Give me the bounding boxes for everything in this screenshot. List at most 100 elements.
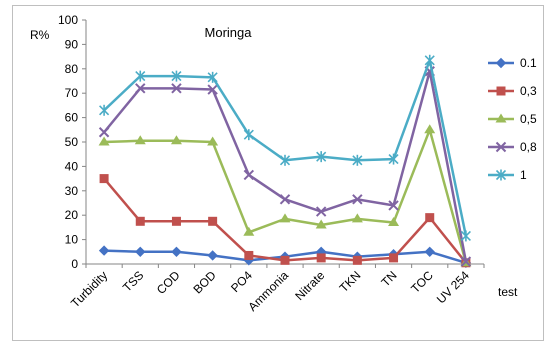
series-line xyxy=(104,128,468,264)
data-point xyxy=(495,169,507,181)
y-tick-label: 40 xyxy=(65,159,79,173)
marker-stroke xyxy=(388,200,399,211)
data-point xyxy=(171,83,182,94)
data-point xyxy=(315,206,327,217)
series-line xyxy=(103,69,468,262)
y-tick-label: 90 xyxy=(65,37,79,51)
data-point xyxy=(170,135,182,145)
marker-stroke xyxy=(352,194,363,205)
data-point xyxy=(279,194,291,205)
legend-item: 0,3 xyxy=(488,84,537,98)
series-1 xyxy=(99,54,471,242)
legend-item: 1 xyxy=(488,168,527,182)
data-point xyxy=(99,104,110,116)
marker-stroke xyxy=(315,206,327,217)
series-line xyxy=(103,59,468,237)
data-point xyxy=(424,246,435,258)
data-point xyxy=(388,200,399,211)
marker-stroke xyxy=(424,66,435,77)
data-point xyxy=(316,253,326,263)
y-tick-label: 0 xyxy=(71,257,78,271)
x-tick-label: TN xyxy=(378,268,399,289)
data-point xyxy=(207,136,219,146)
legend-item: 0,8 xyxy=(488,140,537,154)
data-point xyxy=(135,246,146,258)
data-point xyxy=(243,226,255,236)
chart-title: Moringa xyxy=(205,25,253,40)
data-point xyxy=(352,255,362,265)
x-axis-label: test xyxy=(498,285,518,299)
marker-stroke xyxy=(135,83,146,94)
data-point xyxy=(352,194,363,205)
y-tick-label: 50 xyxy=(65,135,79,149)
data-point xyxy=(207,71,218,83)
data-point xyxy=(315,219,327,229)
legend-item: 0,5 xyxy=(488,112,537,126)
data-point xyxy=(495,57,507,69)
data-point xyxy=(460,230,471,242)
data-point xyxy=(495,113,507,123)
legend-label: 0,5 xyxy=(520,112,537,126)
data-point xyxy=(208,216,218,226)
x-tick-label: Nitrate xyxy=(292,268,327,303)
data-point xyxy=(351,213,363,223)
data-point xyxy=(135,70,146,82)
marker-stroke xyxy=(279,194,291,205)
legend-label: 1 xyxy=(520,168,527,182)
marker-stroke xyxy=(495,141,507,153)
y-tick-label: 80 xyxy=(65,62,79,76)
data-point xyxy=(425,213,435,223)
series-layer xyxy=(98,54,472,268)
legend-label: 0.1 xyxy=(520,56,537,70)
data-point xyxy=(99,174,109,184)
axes: 0 10 20 30 40 50 60 70 80 90 100 Turbidity TSS COD BOD… xyxy=(58,13,485,314)
data-point xyxy=(460,256,472,267)
y-tick-label: 70 xyxy=(65,86,79,100)
data-point xyxy=(424,124,436,134)
legend: 0.1 0,3 0,5 0,8 1 xyxy=(488,56,537,182)
marker-stroke xyxy=(98,127,110,138)
y-tick-label: 60 xyxy=(65,111,79,125)
x-tick-label: Ammonia xyxy=(245,268,291,314)
legend-item: 0.1 xyxy=(488,56,537,70)
x-tick-label: TKN xyxy=(337,268,364,295)
x-tick-label: PO4 xyxy=(228,268,255,295)
data-point xyxy=(135,83,146,94)
y-tick-label: 30 xyxy=(65,184,79,198)
data-point xyxy=(352,154,363,166)
marker-stroke xyxy=(460,256,472,267)
x-tick-label: TSS xyxy=(120,268,146,294)
data-point xyxy=(244,250,254,260)
data-point xyxy=(243,169,255,181)
data-point xyxy=(134,135,146,145)
data-point xyxy=(495,141,507,153)
y-tick-label: 100 xyxy=(58,13,78,27)
data-point xyxy=(98,127,110,138)
series-0,5 xyxy=(98,124,472,267)
x-tick-label: UV 254 xyxy=(434,268,472,306)
data-point xyxy=(98,245,110,256)
data-point xyxy=(316,151,327,163)
data-point xyxy=(171,246,182,258)
data-point xyxy=(171,216,181,226)
chart-frame xyxy=(12,5,544,341)
data-point xyxy=(496,86,506,96)
x-tick-label: COD xyxy=(154,268,183,297)
data-point xyxy=(424,54,435,66)
y-axis-label: R% xyxy=(30,28,50,42)
x-tick-label: TOC xyxy=(408,268,436,296)
data-point xyxy=(388,217,400,227)
data-point xyxy=(280,255,290,265)
data-point xyxy=(135,216,145,226)
data-point xyxy=(279,154,291,166)
marker-stroke xyxy=(243,169,255,181)
data-point xyxy=(388,153,399,165)
data-point xyxy=(279,213,291,223)
x-tick-label: Turbidity xyxy=(68,268,110,310)
data-point xyxy=(171,70,182,82)
data-point xyxy=(389,253,399,263)
marker-stroke xyxy=(171,83,182,94)
data-point xyxy=(98,136,110,146)
data-point xyxy=(207,250,218,261)
